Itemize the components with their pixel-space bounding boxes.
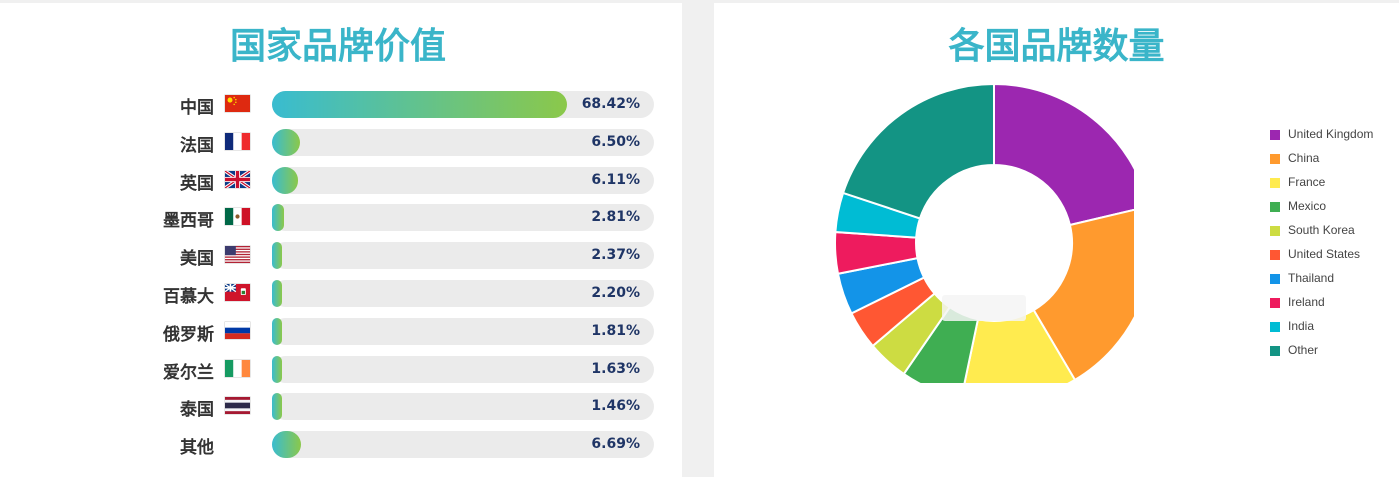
bar-track: 1.81% bbox=[272, 317, 654, 345]
bar bbox=[272, 317, 282, 345]
donut-slice[interactable] bbox=[841, 82, 995, 220]
legend-swatch bbox=[1270, 346, 1280, 356]
bar-category-label: 中国 bbox=[180, 98, 214, 118]
legend-label: India bbox=[1288, 319, 1315, 333]
bar-row: 法国 6.50% bbox=[0, 128, 682, 157]
legend-item[interactable]: Other bbox=[1270, 343, 1399, 359]
bar-value-label: 1.46% bbox=[591, 398, 640, 415]
ireland-flag-icon bbox=[225, 359, 250, 377]
bar-row: 中国 68.42% bbox=[0, 91, 682, 119]
bar-row: 百慕大 2.20% bbox=[0, 280, 682, 308]
legend-swatch bbox=[1270, 298, 1280, 308]
legend-swatch bbox=[1270, 202, 1280, 212]
brand-count-donut-chart bbox=[834, 82, 1134, 383]
russia-flag-icon bbox=[225, 321, 250, 339]
bar-category-label: 英国 bbox=[180, 173, 214, 194]
legend-label: United Kingdom bbox=[1288, 127, 1374, 141]
legend-item[interactable]: France bbox=[1270, 175, 1399, 191]
bar bbox=[272, 91, 568, 118]
bar-value-label: 6.11% bbox=[591, 171, 640, 188]
brand-count-panel: 各国品牌数量 United Kingdom China France Mexico So… bbox=[714, 3, 1399, 477]
brand-value-panel: 国家品牌价值 中国 68.42% 法国 6.50% 英国 6.11% 墨西哥 2.81% 美国 2… bbox=[0, 3, 682, 477]
bar-value-label: 1.63% bbox=[591, 360, 640, 377]
bar-row: 泰国 1.46% bbox=[0, 393, 682, 421]
legend-label: Other bbox=[1288, 343, 1319, 357]
legend-swatch bbox=[1270, 178, 1280, 188]
legend-swatch bbox=[1270, 322, 1280, 332]
bar-value-label: 2.81% bbox=[591, 209, 640, 226]
legend-swatch bbox=[1270, 250, 1280, 260]
legend-label: France bbox=[1288, 175, 1326, 189]
china-flag-icon bbox=[225, 95, 250, 112]
uk-flag-icon bbox=[225, 170, 250, 188]
bar-category-label: 法国 bbox=[180, 135, 214, 156]
donut-slice[interactable] bbox=[1032, 206, 1134, 382]
bar bbox=[272, 204, 285, 232]
bar-row: 美国 2.37% bbox=[0, 242, 682, 270]
bar-row: 其他 6.69% bbox=[0, 431, 682, 459]
bar-row: 俄罗斯 1.81% bbox=[0, 317, 682, 346]
france-flag-icon bbox=[225, 132, 250, 150]
bar-track: 6.11% bbox=[272, 166, 654, 194]
bar-value-label: 6.50% bbox=[591, 133, 640, 150]
legend-item[interactable]: India bbox=[1270, 319, 1399, 335]
brand-value-title: 国家品牌价值 bbox=[229, 26, 446, 67]
bar-row: 英国 6.11% bbox=[0, 166, 682, 195]
bar-track: 6.50% bbox=[272, 128, 654, 156]
bar-track: 2.20% bbox=[272, 280, 654, 307]
legend-label: South Korea bbox=[1288, 223, 1355, 237]
legend-swatch bbox=[1270, 226, 1280, 236]
bar-category-label: 其他 bbox=[180, 438, 214, 459]
bar bbox=[272, 128, 301, 156]
legend-item[interactable]: United Kingdom bbox=[1270, 127, 1399, 143]
bar bbox=[272, 242, 283, 270]
bar-value-label: 6.69% bbox=[591, 436, 640, 453]
bar bbox=[272, 431, 301, 459]
thailand-flag-icon bbox=[225, 397, 250, 415]
bar-track: 2.81% bbox=[272, 204, 654, 232]
bermuda-flag-icon bbox=[225, 284, 250, 301]
bar-value-label: 68.42% bbox=[581, 96, 640, 112]
legend-label: Ireland bbox=[1288, 295, 1325, 309]
bar-track: 68.42% bbox=[272, 91, 654, 118]
bar-track: 6.69% bbox=[272, 431, 654, 459]
bar-category-label: 爱尔兰 bbox=[163, 362, 214, 383]
bar bbox=[272, 166, 299, 194]
bar-track: 2.37% bbox=[272, 242, 654, 270]
bar bbox=[272, 393, 282, 421]
bar-row: 爱尔兰 1.63% bbox=[0, 355, 682, 384]
bar bbox=[272, 280, 282, 307]
legend-item[interactable]: South Korea bbox=[1270, 223, 1399, 239]
bar-row: 墨西哥 2.81% bbox=[0, 204, 682, 232]
bar-category-label: 百慕大 bbox=[163, 287, 214, 307]
bar-value-label: 2.37% bbox=[591, 247, 640, 264]
bar-value-label: 1.81% bbox=[591, 322, 640, 339]
legend-label: Thailand bbox=[1288, 271, 1335, 285]
bar-category-label: 美国 bbox=[180, 249, 214, 270]
bar-track: 1.46% bbox=[272, 393, 654, 421]
bar-value-label: 2.20% bbox=[591, 285, 640, 301]
mexico-flag-icon bbox=[225, 208, 250, 226]
bar-category-label: 泰国 bbox=[180, 400, 214, 421]
bar-category-label: 俄罗斯 bbox=[163, 324, 214, 345]
legend-label: China bbox=[1288, 151, 1320, 165]
donut-slice[interactable] bbox=[993, 82, 1134, 227]
legend-item[interactable]: United States bbox=[1270, 247, 1399, 263]
legend-item[interactable]: Ireland bbox=[1270, 295, 1399, 311]
bar-track: 1.63% bbox=[272, 355, 654, 383]
bar bbox=[272, 355, 282, 383]
legend-item[interactable]: Thailand bbox=[1270, 271, 1399, 287]
legend-label: Mexico bbox=[1288, 199, 1327, 213]
bar-category-label: 墨西哥 bbox=[163, 211, 214, 232]
legend-swatch bbox=[1270, 274, 1280, 284]
legend-item[interactable]: China bbox=[1270, 151, 1399, 167]
legend-swatch bbox=[1270, 130, 1280, 140]
donut-tooltip bbox=[942, 295, 1026, 321]
brand-count-title: 各国品牌数量 bbox=[948, 26, 1165, 67]
legend-swatch bbox=[1270, 154, 1280, 164]
legend-label: United States bbox=[1288, 247, 1361, 261]
usa-flag-icon bbox=[225, 246, 250, 264]
legend-item[interactable]: Mexico bbox=[1270, 199, 1399, 215]
